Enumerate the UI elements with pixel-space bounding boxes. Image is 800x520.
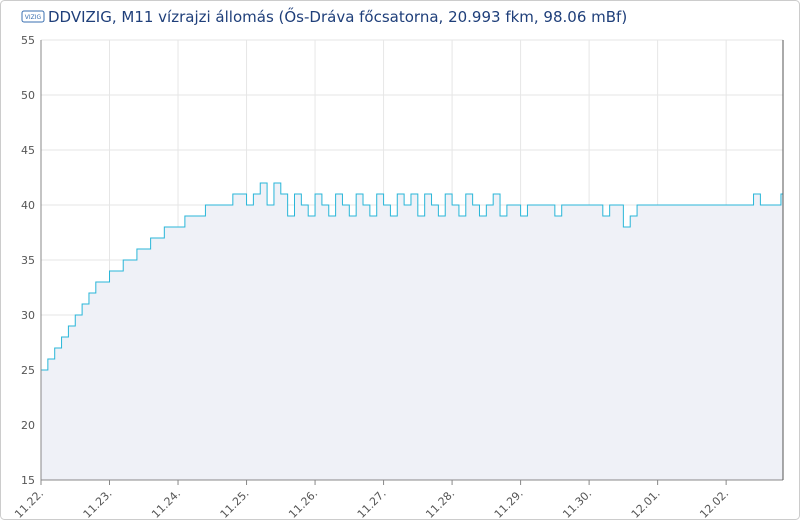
chart-title: DDVIZIG, M11 vízrajzi állomás (Ős-Dráva …	[48, 6, 627, 26]
y-tick-label: 30	[21, 309, 35, 322]
svg-text:VIZIG: VIZIG	[25, 14, 42, 21]
y-tick-label: 40	[21, 199, 35, 212]
logo: VIZIG	[21, 10, 45, 23]
line	[41, 182, 783, 371]
y-tick-label: 25	[21, 364, 35, 377]
y-tick-label: 55	[21, 34, 35, 47]
area	[41, 183, 783, 480]
y-tick-label: 15	[21, 474, 35, 487]
y-tick-label: 35	[21, 254, 35, 267]
y-tick-label: 45	[21, 144, 35, 157]
y-tick-label: 50	[21, 89, 35, 102]
y-tick-label: 20	[21, 419, 35, 432]
